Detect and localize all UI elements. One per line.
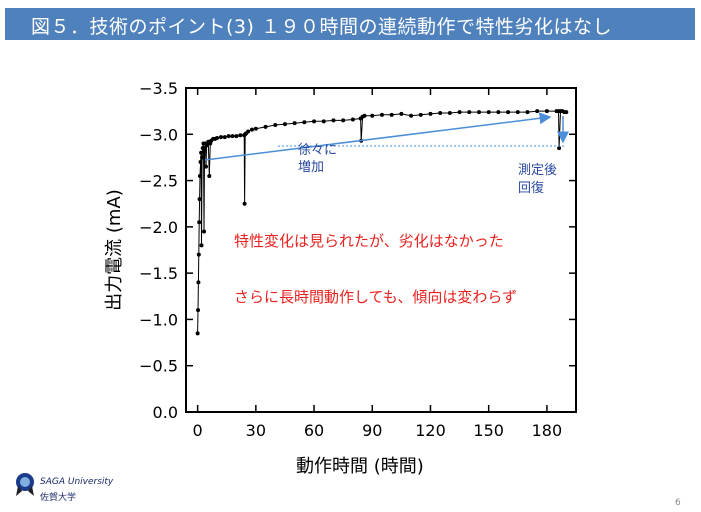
data-point xyxy=(202,229,207,234)
x-tick-label: 0 xyxy=(193,421,203,440)
data-point xyxy=(496,110,501,115)
data-point xyxy=(525,110,530,115)
data-point xyxy=(476,110,481,115)
data-point xyxy=(246,129,251,134)
x-tick-label: 180 xyxy=(532,421,563,440)
data-point xyxy=(207,173,212,178)
y-axis: 0.0 −0.5 −1.0 −1.5 −2.0 −2.5 −3.0 −3.5 xyxy=(139,79,576,422)
title-bar: 図５．技術のポイント(3) １９０時間の連続動作で特性劣化はなし xyxy=(5,8,695,40)
increase-label-line2: 増加 xyxy=(298,160,324,175)
data-point xyxy=(197,197,202,202)
data-point xyxy=(428,111,433,116)
x-tick-label: 120 xyxy=(415,421,446,440)
data-point xyxy=(197,220,202,225)
data-point xyxy=(457,110,462,115)
data-point xyxy=(447,110,452,115)
data-point xyxy=(467,110,472,115)
data-point xyxy=(196,280,201,285)
data-point xyxy=(199,150,204,155)
x-tick-label: 90 xyxy=(362,421,382,440)
data-point xyxy=(341,118,346,123)
data-point xyxy=(506,110,511,115)
data-point xyxy=(199,243,204,248)
data-point xyxy=(515,110,520,115)
y-tick-label: 0.0 xyxy=(153,403,178,422)
page-number: 6 xyxy=(675,498,681,508)
data-point xyxy=(321,119,326,124)
data-point xyxy=(292,121,297,126)
increase-label-line1: 徐々に xyxy=(298,143,337,158)
data-point xyxy=(544,109,549,114)
data-point xyxy=(195,331,200,336)
data-point xyxy=(362,113,367,118)
y-tick-label: −1.0 xyxy=(139,310,178,329)
data-point xyxy=(249,127,254,132)
x-axis: 0 30 60 90 120 150 180 xyxy=(193,88,563,440)
data-point xyxy=(389,112,394,117)
y-tick-label: −1.5 xyxy=(139,264,178,283)
data-point xyxy=(202,146,207,151)
y-tick-label: −3.0 xyxy=(139,125,178,144)
note-no-degradation: 特性変化は見られたが、劣化はなかった xyxy=(234,232,504,250)
data-point xyxy=(564,110,569,115)
note-longer-operation: さらに長時間動作しても、傾向は変わらず xyxy=(234,288,517,306)
data-point xyxy=(215,135,220,140)
data-point xyxy=(196,308,201,313)
x-tick-label: 30 xyxy=(246,421,266,440)
data-point xyxy=(379,112,384,117)
data-point xyxy=(196,252,201,257)
slide-title: 図５．技術のポイント(3) １９０時間の連続動作で特性劣化はなし xyxy=(31,16,612,38)
data-point xyxy=(242,201,247,206)
recovery-label-line2: 回復 xyxy=(518,180,544,196)
data-point xyxy=(535,109,540,114)
x-tick-label: 60 xyxy=(304,421,324,440)
data-point xyxy=(370,113,375,118)
data-point xyxy=(302,120,307,125)
data-point xyxy=(263,124,268,129)
data-point xyxy=(438,110,443,115)
data-point xyxy=(222,135,227,140)
x-tick-label: 150 xyxy=(473,421,504,440)
y-axis-label: 出力電流 (mA) xyxy=(104,189,125,311)
y-tick-label: −3.5 xyxy=(139,79,178,98)
data-point xyxy=(197,173,202,178)
data-point xyxy=(200,155,205,160)
data-point xyxy=(399,111,404,116)
data-point xyxy=(218,135,223,140)
logo-text-en: SAGA University xyxy=(40,477,114,487)
data-point xyxy=(198,160,203,165)
y-tick-label: −2.5 xyxy=(139,172,178,191)
data-point xyxy=(273,123,278,128)
data-point xyxy=(253,126,258,131)
y-tick-label: −2.0 xyxy=(139,218,178,237)
y-tick-label: −0.5 xyxy=(139,357,178,376)
data-series xyxy=(195,109,569,336)
data-point xyxy=(203,164,208,169)
data-point xyxy=(409,113,414,118)
plot-frame xyxy=(185,87,577,413)
data-point xyxy=(557,146,562,151)
data-point xyxy=(331,118,336,123)
increase-trend-arrow xyxy=(204,112,552,161)
saga-university-logo xyxy=(16,473,34,496)
data-point xyxy=(234,134,239,139)
data-point xyxy=(238,133,243,138)
data-point xyxy=(230,134,235,139)
data-point xyxy=(312,119,317,124)
x-axis-label: 動作時間 (時間) xyxy=(296,456,424,477)
data-point xyxy=(486,110,491,115)
recovery-label-line1: 測定後 xyxy=(518,163,557,178)
logo-text-jp: 佐賀大学 xyxy=(40,493,77,503)
data-point xyxy=(350,117,355,122)
data-point xyxy=(282,122,287,127)
data-point xyxy=(418,112,423,117)
data-point xyxy=(226,134,231,139)
